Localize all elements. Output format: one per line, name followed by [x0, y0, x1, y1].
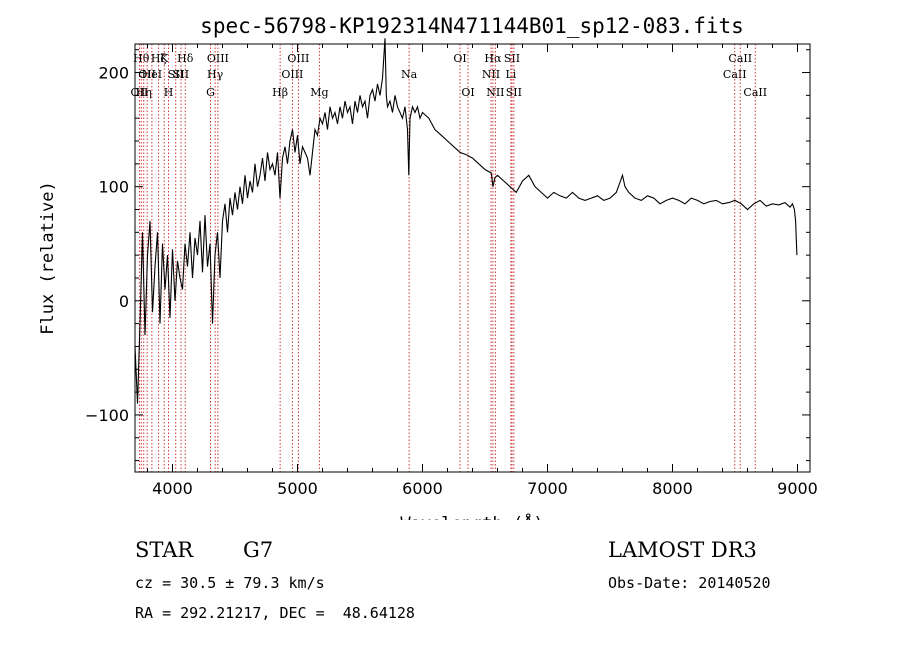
object-subclass: G7 [243, 538, 274, 562]
marker-label: OIII [281, 68, 303, 81]
survey-name: LAMOST DR3 [608, 538, 757, 562]
marker-label: Li [505, 68, 516, 81]
x-tick-label: 7000 [527, 479, 568, 498]
marker-label: OII [138, 68, 156, 81]
y-axis-label: Flux (relative) [38, 181, 58, 335]
marker-label: Mg [310, 86, 328, 99]
plot-frame [134, 43, 811, 473]
marker-label: Hη [136, 86, 152, 99]
marker-label: G [206, 86, 215, 99]
x-axis-label: Wavelength (Å) [400, 512, 543, 520]
marker-label: OIII [287, 52, 309, 65]
object-class: STAR [135, 538, 194, 562]
marker-label: CaII [723, 68, 747, 81]
marker-label: Hζ [151, 52, 167, 65]
chart-title: spec-56798-KP192314N471144B01_sp12-083.f… [200, 14, 744, 38]
marker-label: OI [453, 52, 466, 65]
marker-label: Hθ [133, 52, 150, 65]
spectrum-line [134, 38, 798, 404]
marker-label: SII [168, 68, 184, 81]
marker-label: CaII [728, 52, 752, 65]
marker-label: Hδ [177, 52, 194, 65]
marker-label: SII [504, 52, 520, 65]
y-tick-label: −100 [85, 406, 129, 425]
marker-label: Hα [484, 52, 502, 65]
x-axis: 4000 5000 6000 7000 8000 9000 [147, 44, 818, 498]
marker-label: Hβ [272, 86, 288, 99]
marker-label: Na [401, 68, 418, 81]
marker-label: CaII [743, 86, 767, 99]
marker-label: OIII [207, 52, 229, 65]
observation-date: Obs-Date: 20140520 [608, 574, 771, 592]
x-tick-label: 9000 [777, 479, 818, 498]
marker-label: HeI [142, 68, 162, 81]
y-tick-label: 100 [98, 178, 129, 197]
redshift-readout: cz = 30.5 ± 79.3 km/s [135, 574, 325, 592]
emission-line-markers: OIIHθHηOIIHeIHζKHSIIHδSIIGHγOIIIHβOIIIOI… [131, 44, 767, 472]
marker-label: H [164, 86, 174, 99]
marker-label: NII [482, 68, 500, 81]
marker-label: OI [461, 86, 474, 99]
spectrum-chart: spec-56798-KP192314N471144B01_sp12-083.f… [38, 14, 818, 520]
y-axis: −100 0 100 200 [85, 49, 810, 462]
marker-label: NII [486, 86, 504, 99]
x-tick-label: 8000 [652, 479, 693, 498]
marker-label: SII [506, 86, 522, 99]
x-tick-label: 6000 [402, 479, 443, 498]
x-tick-label: 5000 [277, 479, 318, 498]
marker-label: SII [173, 68, 189, 81]
coordinates-readout: RA = 292.21217, DEC = 48.64128 [135, 604, 415, 622]
marker-label: Hγ [207, 68, 224, 81]
x-tick-label: 4000 [152, 479, 193, 498]
marker-label: K [160, 52, 169, 65]
y-tick-label: 0 [119, 292, 129, 311]
y-tick-label: 200 [98, 64, 129, 83]
